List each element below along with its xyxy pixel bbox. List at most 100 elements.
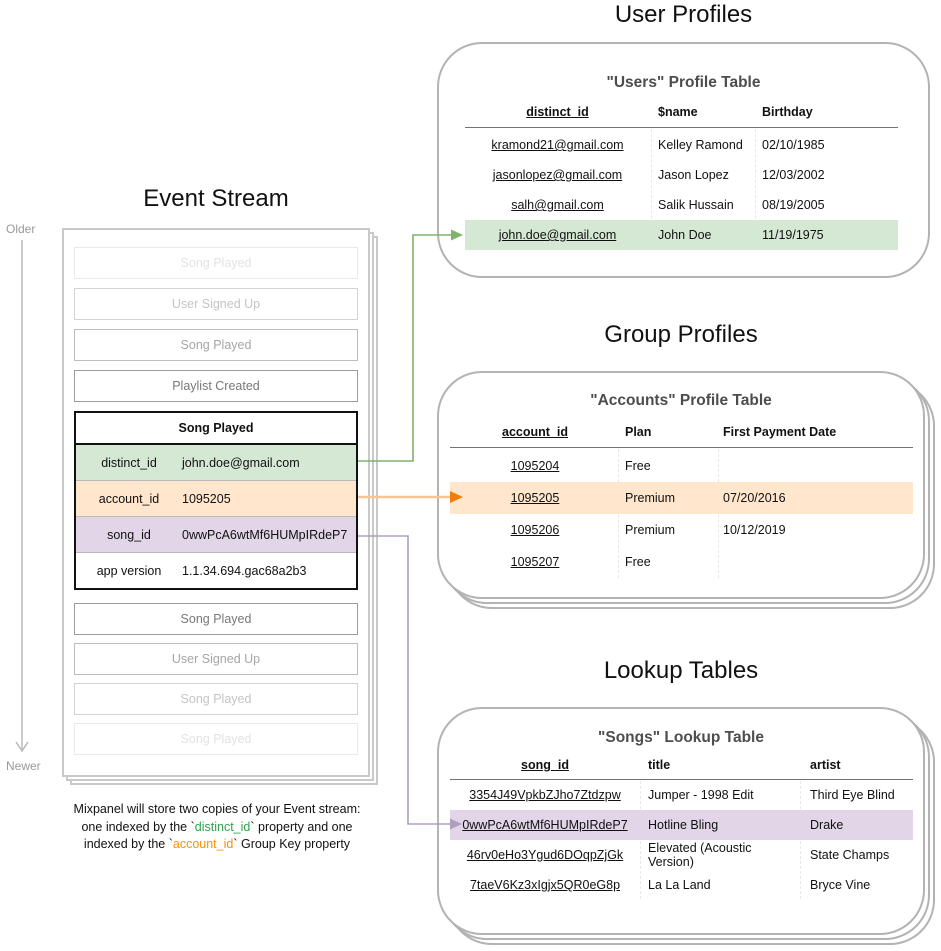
table-row: kramond21@gmail.com Kelley Ramond 02/10/… (465, 130, 898, 160)
header-separator (450, 779, 913, 780)
table-row: 1095204 Free (450, 450, 913, 482)
column-header-distinct-id: distinct_id (526, 105, 589, 119)
event-property-app-version: app version 1.1.34.694.gac68a2b3 (76, 552, 356, 588)
table-row: jasonlopez@gmail.com Jason Lopez 12/03/2… (465, 160, 898, 190)
timeline-down-arrow-icon (15, 240, 29, 753)
users-table-title: "Users" Profile Table (606, 74, 761, 91)
event-property-song-id: song_id 0wwPcA6wtMf6HUMpIRdeP7 (76, 516, 356, 552)
column-divider (651, 129, 652, 249)
distinct-id-code: distinct_id (194, 819, 251, 834)
cell-birthday: 08/19/2005 (762, 198, 825, 212)
caption-line: Mixpanel will store two copies of your E… (73, 802, 361, 816)
event-row: Playlist Created (74, 370, 358, 402)
event-row: Song Played (74, 329, 358, 361)
column-divider (640, 781, 641, 899)
column-header-title: title (648, 758, 671, 772)
column-header-plan: Plan (625, 425, 652, 439)
accounts-table-title: "Accounts" Profile Table (590, 392, 772, 409)
event-row: User Signed Up (74, 643, 358, 675)
cell-account-id: 1095205 (510, 491, 560, 505)
cell-account-id: 1095207 (510, 555, 560, 569)
cell-first-payment-date: 10/12/2019 (723, 523, 786, 537)
cell-artist: Third Eye Blind (810, 788, 895, 802)
mixpanel-caption: Mixpanel will store two copies of your E… (28, 801, 406, 854)
column-divider (755, 129, 756, 249)
cell-plan: Free (625, 555, 651, 569)
event-row: Song Played (74, 603, 358, 635)
column-header-song-id: song_id (521, 758, 569, 772)
cell-distinct-id: john.doe@gmail.com (498, 228, 617, 242)
table-row: 1095206 Premium 10/12/2019 (450, 514, 913, 546)
event-row: User Signed Up (74, 288, 358, 320)
cell-plan: Free (625, 459, 651, 473)
property-value: 0wwPcA6wtMf6HUMpIRdeP7 (182, 527, 348, 542)
property-value: 1.1.34.694.gac68a2b3 (182, 563, 307, 578)
cell-account-id: 1095204 (510, 459, 560, 473)
cell-song-id: 46rv0eHo3Ygud6DOqpZjGk (466, 848, 624, 862)
table-row-highlighted: john.doe@gmail.com John Doe 11/19/1975 (465, 220, 898, 250)
cell-birthday: 12/03/2002 (762, 168, 825, 182)
lookup-tables-title: Lookup Tables (603, 657, 759, 684)
column-divider (800, 781, 801, 899)
event-row: Song Played (74, 723, 358, 755)
cell-first-payment-date: 07/20/2016 (723, 491, 786, 505)
table-row: 46rv0eHo3Ygud6DOqpZjGk Elevated (Acousti… (450, 840, 913, 870)
column-header-account-id: account_id (502, 425, 568, 439)
cell-plan: Premium (625, 491, 676, 505)
songs-table-title: "Songs" Lookup Table (598, 729, 764, 746)
cell-title: La La Land (648, 878, 711, 892)
property-key: distinct_id (101, 455, 157, 470)
cell-artist: Drake (810, 818, 844, 832)
cell-title: Jumper - 1998 Edit (648, 788, 754, 802)
account-id-code: account_id (172, 837, 234, 851)
table-row: 1095207 Free (450, 546, 913, 578)
expanded-event-card: Song Played distinct_id john.doe@gmail.c… (74, 411, 358, 590)
caption-line: indexed by the `account_id` Group Key pr… (83, 837, 351, 851)
property-value: john.doe@gmail.com (182, 455, 300, 470)
cell-song-id: 3354J49VpkbZJho7Ztdzpw (469, 788, 621, 802)
cell-name: Kelley Ramond (658, 138, 743, 152)
cell-distinct-id: jasonlopez@gmail.com (492, 168, 623, 182)
older-label: Older (6, 222, 36, 236)
column-header-birthday: Birthday (762, 105, 813, 119)
event-property-account-id: account_id 1095205 (76, 480, 356, 516)
cell-plan: Premium (625, 523, 676, 537)
cell-title: Elevated (Acoustic Version) (648, 841, 752, 869)
cell-birthday: 02/10/1985 (762, 138, 825, 152)
property-value: 1095205 (182, 491, 231, 506)
table-row: 3354J49VpkbZJho7Ztdzpw Jumper - 1998 Edi… (450, 780, 913, 810)
caption-line: one indexed by the `distinct_id` propert… (81, 819, 353, 834)
cell-artist: Bryce Vine (810, 878, 871, 892)
event-property-distinct-id: distinct_id john.doe@gmail.com (76, 445, 356, 480)
cell-distinct-id: kramond21@gmail.com (491, 138, 624, 152)
cell-artist: State Champs (810, 848, 890, 862)
user-profiles-title: User Profiles (614, 1, 753, 28)
cell-name: Salik Hussain (658, 198, 734, 212)
table-row-highlighted: 1095205 Premium 07/20/2016 (450, 482, 913, 514)
event-stream-title: Event Stream (143, 185, 289, 212)
property-key: app version (96, 563, 162, 578)
newer-label: Newer (6, 759, 41, 773)
event-row: Song Played (74, 247, 358, 279)
header-separator (450, 447, 913, 448)
column-header-name: $name (658, 105, 698, 119)
property-key: song_id (107, 527, 151, 542)
cell-song-id: 0wwPcA6wtMf6HUMpIRdeP7 (462, 818, 628, 832)
cell-song-id: 7taeV6Kz3xIgjx5QR0eG8p (469, 878, 621, 892)
property-key: account_id (98, 491, 160, 506)
table-row: salh@gmail.com Salik Hussain 08/19/2005 (465, 190, 898, 220)
expanded-event-name: Song Played (76, 413, 356, 445)
cell-account-id: 1095206 (510, 523, 560, 537)
cell-name: John Doe (658, 228, 712, 242)
table-row-highlighted: 0wwPcA6wtMf6HUMpIRdeP7 Hotline Bling Dra… (450, 810, 913, 840)
event-row: Song Played (74, 683, 358, 715)
cell-distinct-id: salh@gmail.com (511, 198, 604, 212)
cell-name: Jason Lopez (658, 168, 729, 182)
group-profiles-title: Group Profiles (604, 321, 758, 348)
cell-title: Hotline Bling (648, 818, 719, 832)
column-header-first-payment-date: First Payment Date (723, 425, 837, 439)
table-row: 7taeV6Kz3xIgjx5QR0eG8p La La Land Bryce … (450, 870, 913, 900)
header-separator (465, 127, 898, 128)
column-header-artist: artist (810, 758, 841, 772)
